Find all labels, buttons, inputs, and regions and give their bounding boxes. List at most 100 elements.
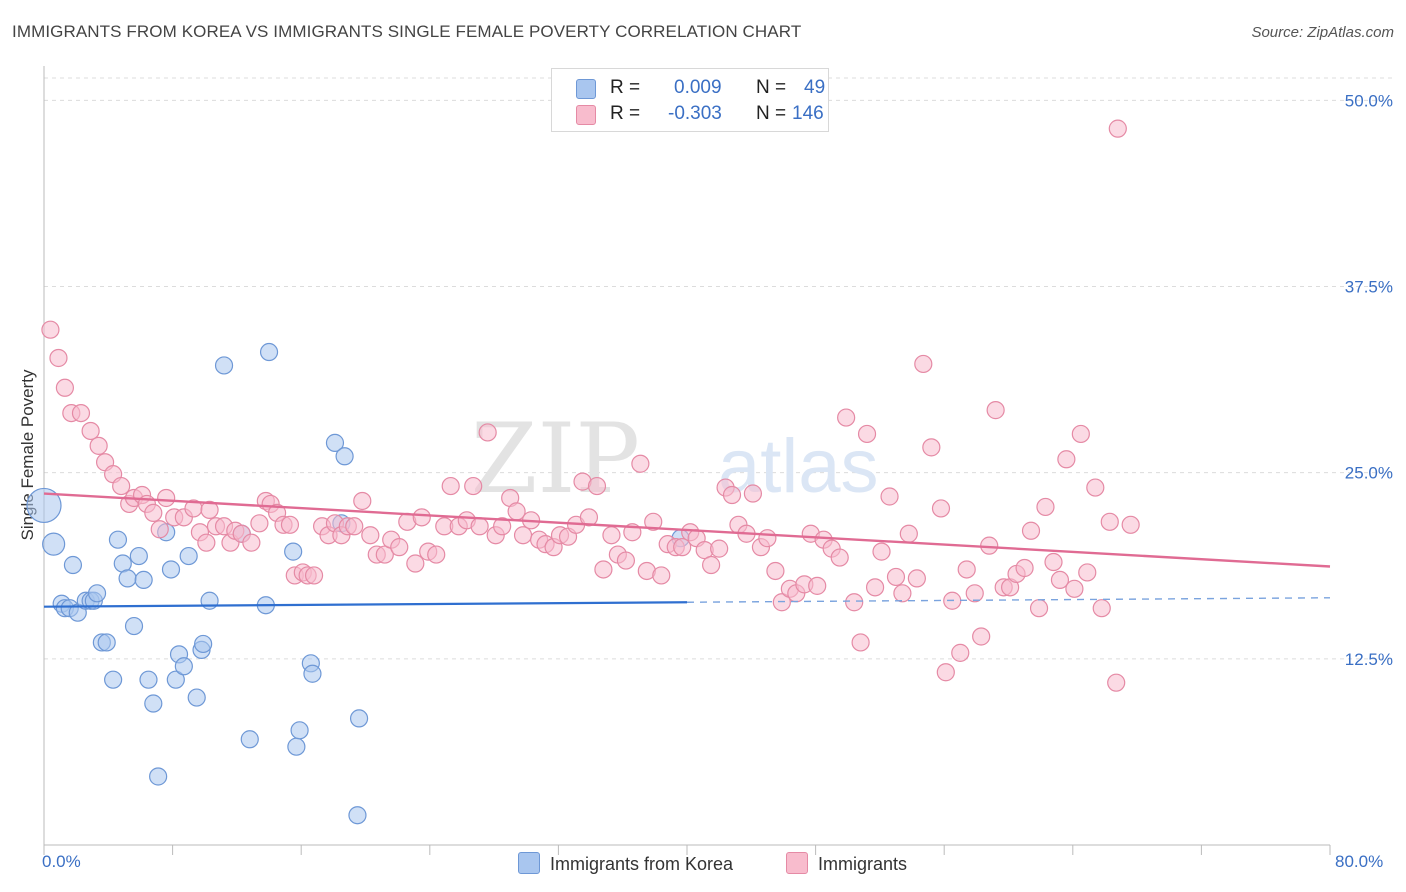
immigrants-point (951, 643, 970, 662)
immigrants-point (587, 476, 607, 496)
immigrants-point (89, 436, 108, 455)
immigrants-point (390, 538, 409, 557)
immigrants-point (1121, 515, 1140, 534)
immigrants-point (493, 517, 512, 536)
immigrants-point (865, 578, 885, 597)
legend-n-value: 49 (804, 77, 826, 98)
korea-point (194, 634, 213, 654)
immigrants-point (872, 542, 891, 561)
legend-r-value: -0.303 (668, 103, 722, 124)
immigrants-point (513, 526, 533, 545)
series-immigrants-from-korea (26, 342, 690, 825)
immigrants-point (857, 424, 877, 444)
immigrants-point (1100, 512, 1119, 531)
immigrants-point (304, 566, 324, 585)
immigrants-point (766, 561, 785, 581)
immigrants-point (1021, 521, 1041, 540)
immigrants-point (242, 533, 261, 552)
legend-n-label: N = (756, 103, 787, 124)
korea-point (42, 532, 66, 556)
korea-point (166, 670, 185, 689)
korea-point (284, 542, 303, 561)
legend-swatch-immigrants (576, 105, 596, 125)
immigrants-point (1078, 563, 1097, 582)
immigrants-point (758, 529, 777, 548)
korea-point (87, 584, 107, 603)
immigrants-point (710, 539, 729, 558)
immigrants-point (922, 438, 941, 457)
immigrants-point (931, 499, 951, 518)
immigrants-point (49, 348, 68, 368)
immigrants-point (972, 627, 991, 646)
immigrants-point (55, 378, 74, 397)
korea-point (179, 546, 198, 566)
bottom-legend-swatch-immigrants (786, 852, 808, 874)
korea-point (200, 591, 219, 610)
trend-lines (43, 492, 1331, 608)
korea-point (187, 688, 206, 707)
bottom-legend-korea: Immigrants from Korea (518, 852, 733, 875)
gridlines (44, 77, 1392, 660)
y-tick-labels: 12.5% 25.0% 37.5% 50.0% (1345, 91, 1393, 668)
immigrants-point (631, 454, 650, 473)
immigrants-trend-line (43, 492, 1331, 568)
watermark-atlas: atlas (718, 424, 879, 509)
watermark-zip: ZIP (471, 403, 640, 515)
immigrants-point (652, 566, 671, 585)
bottom-legend-label-immigrants: Immigrants (818, 854, 908, 874)
immigrants-point (1092, 599, 1111, 618)
immigrants-point (722, 485, 742, 505)
korea-point (349, 709, 369, 728)
korea-point (303, 664, 322, 683)
korea-point (104, 670, 123, 689)
korea-trend-extension (686, 597, 1331, 603)
korea-point (129, 546, 148, 566)
immigrants-point (965, 584, 984, 603)
immigrants-point (743, 484, 763, 503)
immigrants-point (1108, 119, 1127, 138)
immigrants-point (1107, 673, 1126, 692)
immigrants-point (957, 560, 976, 579)
axes (43, 66, 1331, 855)
korea-point (118, 569, 137, 588)
korea-point (287, 737, 306, 756)
bottom-legend-swatch-korea (518, 852, 540, 874)
bottom-legend-label-korea: Immigrants from Korea (550, 854, 734, 874)
chart-title: IMMIGRANTS FROM KOREA VS IMMIGRANTS SING… (12, 22, 802, 41)
y-tick-label: 37.5% (1345, 278, 1393, 297)
source-credit: Source: ZipAtlas.com (1251, 24, 1394, 41)
legend-n-value: 146 (792, 103, 824, 124)
immigrants-point (353, 491, 372, 511)
immigrants-point (936, 663, 955, 682)
immigrants-point (579, 508, 599, 527)
immigrants-point (464, 476, 483, 496)
immigrants-point (845, 593, 864, 612)
legend-r-label: R = (610, 77, 641, 98)
immigrants-point (808, 576, 827, 595)
immigrants-point (886, 567, 906, 587)
korea-point (214, 356, 234, 375)
immigrants-point (1015, 558, 1034, 578)
immigrants-point (250, 514, 269, 533)
immigrants-point (144, 503, 163, 522)
immigrants-point (280, 515, 300, 534)
korea-point (290, 721, 309, 740)
immigrants-point (594, 560, 613, 579)
immigrants-point (112, 476, 131, 496)
series-immigrants (41, 119, 1140, 692)
immigrants-point (1029, 599, 1049, 618)
immigrants-point (157, 488, 176, 508)
korea-point (325, 433, 345, 452)
immigrants-point (1065, 579, 1084, 598)
immigrants-point (837, 408, 856, 427)
immigrants-point (673, 538, 692, 557)
immigrants-point (470, 517, 489, 536)
korea-point (134, 570, 153, 590)
legend-r-value: 0.009 (674, 77, 722, 98)
immigrants-point (1086, 478, 1105, 497)
immigrants-point (1057, 450, 1076, 469)
korea-point (97, 633, 116, 652)
immigrants-point (893, 584, 912, 603)
y-tick-label: 50.0% (1345, 91, 1393, 110)
immigrants-point (644, 512, 663, 531)
